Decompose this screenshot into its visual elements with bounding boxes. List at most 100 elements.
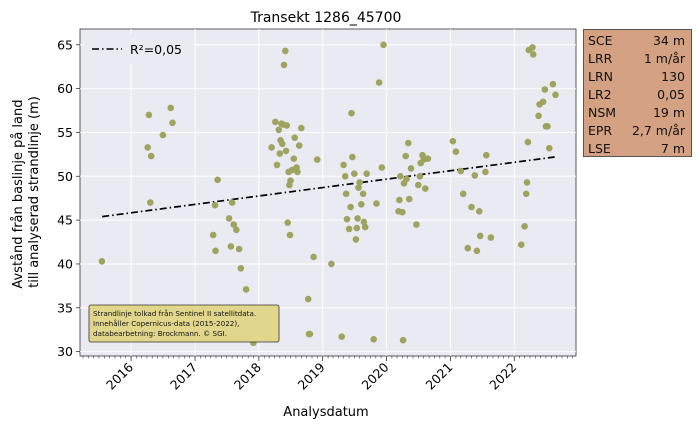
data-point [233, 226, 240, 234]
data-point [354, 215, 361, 222]
stat-key: EPR [588, 123, 613, 138]
data-point [242, 286, 250, 293]
data-point [424, 155, 432, 162]
data-point [280, 61, 288, 69]
data-point [282, 147, 290, 155]
y-axis-label-line-2: till analyserad strandlinje (m) [27, 96, 42, 288]
data-point [227, 243, 235, 250]
stat-row-lse: LSE 7 m [588, 140, 687, 158]
chart-title: Transekt 1286_45700 [250, 10, 402, 26]
data-point [304, 295, 312, 303]
data-point [356, 179, 364, 186]
data-point [283, 122, 291, 129]
data-point [416, 173, 424, 180]
data-point [413, 221, 420, 228]
data-point [310, 253, 317, 261]
data-point [313, 156, 321, 163]
data-point [529, 44, 536, 51]
data-point [483, 151, 490, 159]
data-point [457, 167, 465, 175]
data-point [212, 247, 219, 255]
x-tick-label: 2017 [167, 360, 200, 393]
y-tick-label: 60 [57, 81, 73, 96]
x-tick-label: 2021 [422, 360, 455, 393]
y-tick-label: 45 [57, 213, 73, 228]
stat-key: NSM [588, 105, 617, 120]
x-axis-label: Analysdatum [283, 405, 368, 420]
data-point [476, 232, 484, 240]
stat-row-lrn: LRN 130 [588, 68, 687, 86]
data-point [476, 208, 483, 215]
data-point [286, 231, 294, 239]
data-point [396, 196, 403, 204]
data-point [530, 51, 537, 58]
data-point [276, 150, 284, 157]
data-point [422, 185, 429, 192]
y-axis: 30 35 40 45 50 55 60 65 [57, 37, 80, 359]
x-tick-label: 2018 [231, 359, 264, 392]
data-point [272, 118, 279, 126]
data-point [459, 190, 467, 198]
data-point [378, 164, 386, 171]
y-tick-label: 40 [57, 256, 73, 271]
data-point [544, 123, 551, 130]
data-point [373, 200, 380, 207]
stat-row-lrr: LRR 1 m/år [588, 50, 687, 68]
stat-row-lr2: LR2 0,05 [588, 86, 687, 104]
data-point [363, 170, 371, 177]
data-point [522, 190, 530, 198]
statistics-box: SCE 34 m LRR 1 m/år LRN 130 LR2 0,05 NSM… [583, 29, 692, 157]
data-point [328, 260, 335, 268]
data-point [353, 224, 361, 232]
data-point [211, 201, 219, 209]
data-point [98, 258, 106, 265]
data-point [397, 173, 404, 180]
stat-row-epr: EPR 2,7 m/år [588, 122, 687, 140]
y-tick-label: 35 [57, 300, 73, 315]
data-point [290, 155, 298, 162]
data-point [355, 184, 362, 191]
plot-area [79, 28, 577, 357]
x-tick-label: 2022 [486, 360, 519, 393]
y-tick-label: 50 [57, 169, 73, 184]
data-point [169, 119, 176, 127]
data-point [351, 170, 358, 177]
data-point [523, 179, 531, 186]
x-tick-label: 2019 [295, 359, 328, 392]
data-point [273, 161, 281, 169]
data-point [552, 91, 559, 99]
data-point [518, 241, 525, 248]
attribution-line-1: Strandlinje tolkad från Sentinel II sate… [93, 309, 256, 318]
data-point [342, 190, 350, 198]
data-point [539, 98, 547, 106]
data-point [291, 134, 299, 141]
data-point [347, 203, 354, 211]
data-point [284, 219, 292, 226]
stat-value: 2,7 m/år [631, 123, 685, 138]
data-point [282, 47, 289, 55]
x-tick-label: 2020 [359, 359, 392, 392]
data-point [468, 203, 475, 211]
stat-key: LSE [588, 141, 611, 156]
data-point [352, 236, 360, 243]
data-point [225, 215, 233, 222]
data-point [399, 336, 407, 344]
attribution-note: Strandlinje tolkad från Sentinel II sate… [88, 304, 280, 343]
data-point [415, 181, 422, 189]
y-tick-label: 30 [57, 344, 73, 359]
data-point [358, 201, 365, 208]
data-point [230, 221, 237, 228]
data-point [405, 195, 413, 203]
data-point [237, 265, 245, 272]
data-point [287, 177, 294, 184]
data-point [209, 231, 217, 239]
data-point [380, 41, 387, 49]
data-point [275, 126, 283, 134]
data-point [541, 86, 549, 93]
data-point [159, 131, 167, 139]
data-point [405, 139, 412, 147]
data-point [145, 111, 153, 119]
stat-value: 1 m/år [643, 51, 685, 66]
stat-row-nsm: NSM 19 m [588, 104, 687, 122]
stat-key: LRN [588, 69, 613, 84]
